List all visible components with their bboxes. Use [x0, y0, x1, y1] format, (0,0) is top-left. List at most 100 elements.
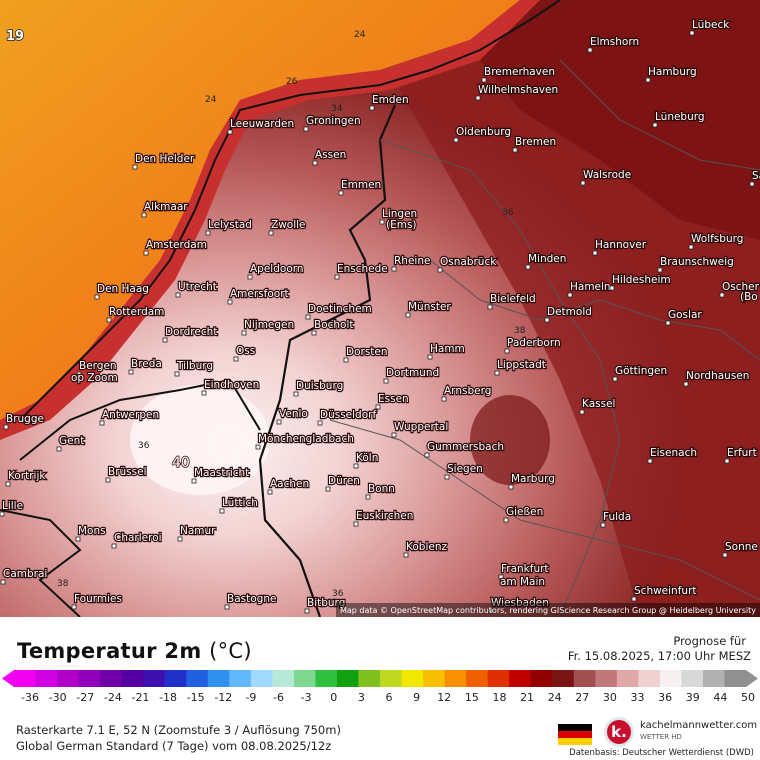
city-marker-15	[749, 181, 755, 187]
city-marker-35	[719, 292, 725, 298]
city-label-30: Den Haag	[97, 283, 149, 295]
city-marker-69	[255, 444, 261, 450]
city-marker-44	[241, 330, 247, 336]
map-attribution: Map data © OpenStreetMap contributors, r…	[340, 606, 756, 615]
city-marker-0	[689, 30, 695, 36]
city-label-80: Bonn	[368, 483, 395, 495]
colorbar-cell-18	[401, 670, 424, 687]
colorbar-cell-30	[659, 670, 682, 687]
city-marker-7	[303, 126, 309, 132]
city-marker-27	[437, 267, 443, 273]
isoline-label-5: 38	[514, 326, 526, 336]
colorbar-tick-6: -15	[187, 691, 205, 703]
city-marker-21	[592, 250, 598, 256]
colorbar-cell-25	[552, 670, 575, 687]
city-marker-86	[600, 522, 606, 528]
city-label-68: Gent	[59, 435, 84, 447]
city-marker-80	[365, 494, 371, 500]
hotspot-area	[130, 385, 270, 495]
city-label-36: (Bo	[740, 291, 758, 303]
city-marker-33	[567, 292, 573, 298]
city-label-39: Bielefeld	[490, 293, 536, 305]
coastal-band	[0, 0, 540, 440]
city-label-83: Lüttich	[222, 497, 258, 509]
city-marker-8	[453, 137, 459, 143]
city-marker-46	[76, 371, 82, 377]
colorbar-tick-4: -21	[131, 691, 149, 703]
colorbar-cell-24	[530, 670, 553, 687]
city-marker-66	[579, 409, 585, 415]
city-label-34: Hildesheim	[612, 274, 671, 286]
colorbar-cell-17	[380, 670, 403, 687]
city-marker-73	[105, 477, 111, 483]
brand-subtitle: WETTER HD	[640, 733, 682, 741]
city-label-8: Oldenburg	[456, 126, 511, 138]
colorbar-cell-27	[595, 670, 618, 687]
city-label-3: Bremerhaven	[484, 66, 555, 78]
city-marker-40	[405, 312, 411, 318]
data-source: Datenbasis: Deutscher Wetterdienst (DWD)	[569, 748, 754, 758]
city-marker-41	[544, 317, 550, 323]
city-marker-59	[293, 391, 299, 397]
city-marker-51	[427, 354, 433, 360]
colorbar-tick-17: 18	[492, 691, 506, 703]
city-label-51: Hamm	[430, 343, 465, 355]
city-marker-18	[268, 230, 274, 236]
city-label-62: Brugge	[6, 413, 44, 425]
colorbar-cell-28	[616, 670, 639, 687]
colorbar-tick-19: 24	[548, 691, 562, 703]
temperature-map[interactable]: 24 26 24 34 36 38 38 36 38 36 40 19 Lübeck Elmshor…	[0, 0, 760, 617]
colorbar-tick-21: 30	[603, 691, 617, 703]
colorbar-tick-24: 39	[686, 691, 700, 703]
city-marker-19	[379, 219, 385, 225]
city-marker-92	[0, 579, 6, 585]
city-marker-37	[106, 317, 112, 323]
city-marker-4	[475, 95, 481, 101]
city-marker-68	[56, 446, 62, 452]
city-marker-72	[724, 458, 730, 464]
city-marker-57	[201, 390, 207, 396]
city-label-24: Apeldoorn	[250, 263, 304, 275]
city-marker-78	[267, 489, 273, 495]
isoline-label-7: 36	[138, 441, 150, 451]
city-marker-14	[580, 180, 586, 186]
city-label-45: Bocholt	[314, 319, 354, 331]
colorbar-cell-20	[444, 670, 467, 687]
city-marker-55	[612, 376, 618, 382]
colorbar-arrow-left	[2, 670, 14, 687]
legend-title-unit: (°C)	[209, 639, 252, 663]
city-label-56: Nordhausen	[686, 370, 749, 382]
germany-flag-icon	[558, 724, 592, 745]
colorbar-tick-0: -36	[21, 691, 39, 703]
city-label-74: Köln	[356, 452, 378, 464]
colorbar-cell-2	[57, 670, 80, 687]
colorbar-cell-3	[78, 670, 101, 687]
city-marker-42	[665, 320, 671, 326]
city-marker-87	[75, 536, 81, 542]
city-label-78: Aachen	[270, 478, 309, 490]
city-marker-76	[5, 481, 11, 487]
brand-name: kachelmannwetter.com	[640, 720, 758, 731]
city-label-53: Tilburg	[176, 360, 213, 372]
city-marker-32	[227, 299, 233, 305]
city-marker-50	[343, 357, 349, 363]
colorbar-cell-26	[573, 670, 596, 687]
colorbar-tick-14: 9	[413, 691, 420, 703]
city-marker-10	[652, 122, 658, 128]
city-marker-97	[224, 604, 230, 610]
city-marker-91	[722, 552, 728, 558]
city-label-43: Dordrecht	[165, 326, 217, 338]
city-label-31: Utrecht	[178, 281, 217, 293]
city-label-47: op Zoom	[71, 372, 118, 384]
city-label-86: Fulda	[603, 511, 631, 523]
city-marker-63	[99, 420, 105, 426]
city-label-13: Emmen	[341, 179, 381, 191]
city-label-93: Frankfurt	[501, 563, 549, 575]
brand-logo[interactable]: k. kachelmannwetter.com WETTER HD	[604, 717, 758, 753]
city-marker-82	[0, 511, 5, 517]
city-marker-34	[609, 285, 615, 291]
colorbar-cell-23	[509, 670, 532, 687]
city-marker-17	[205, 230, 211, 236]
city-label-76: Kortrijk	[8, 470, 46, 482]
city-marker-77	[191, 478, 197, 484]
